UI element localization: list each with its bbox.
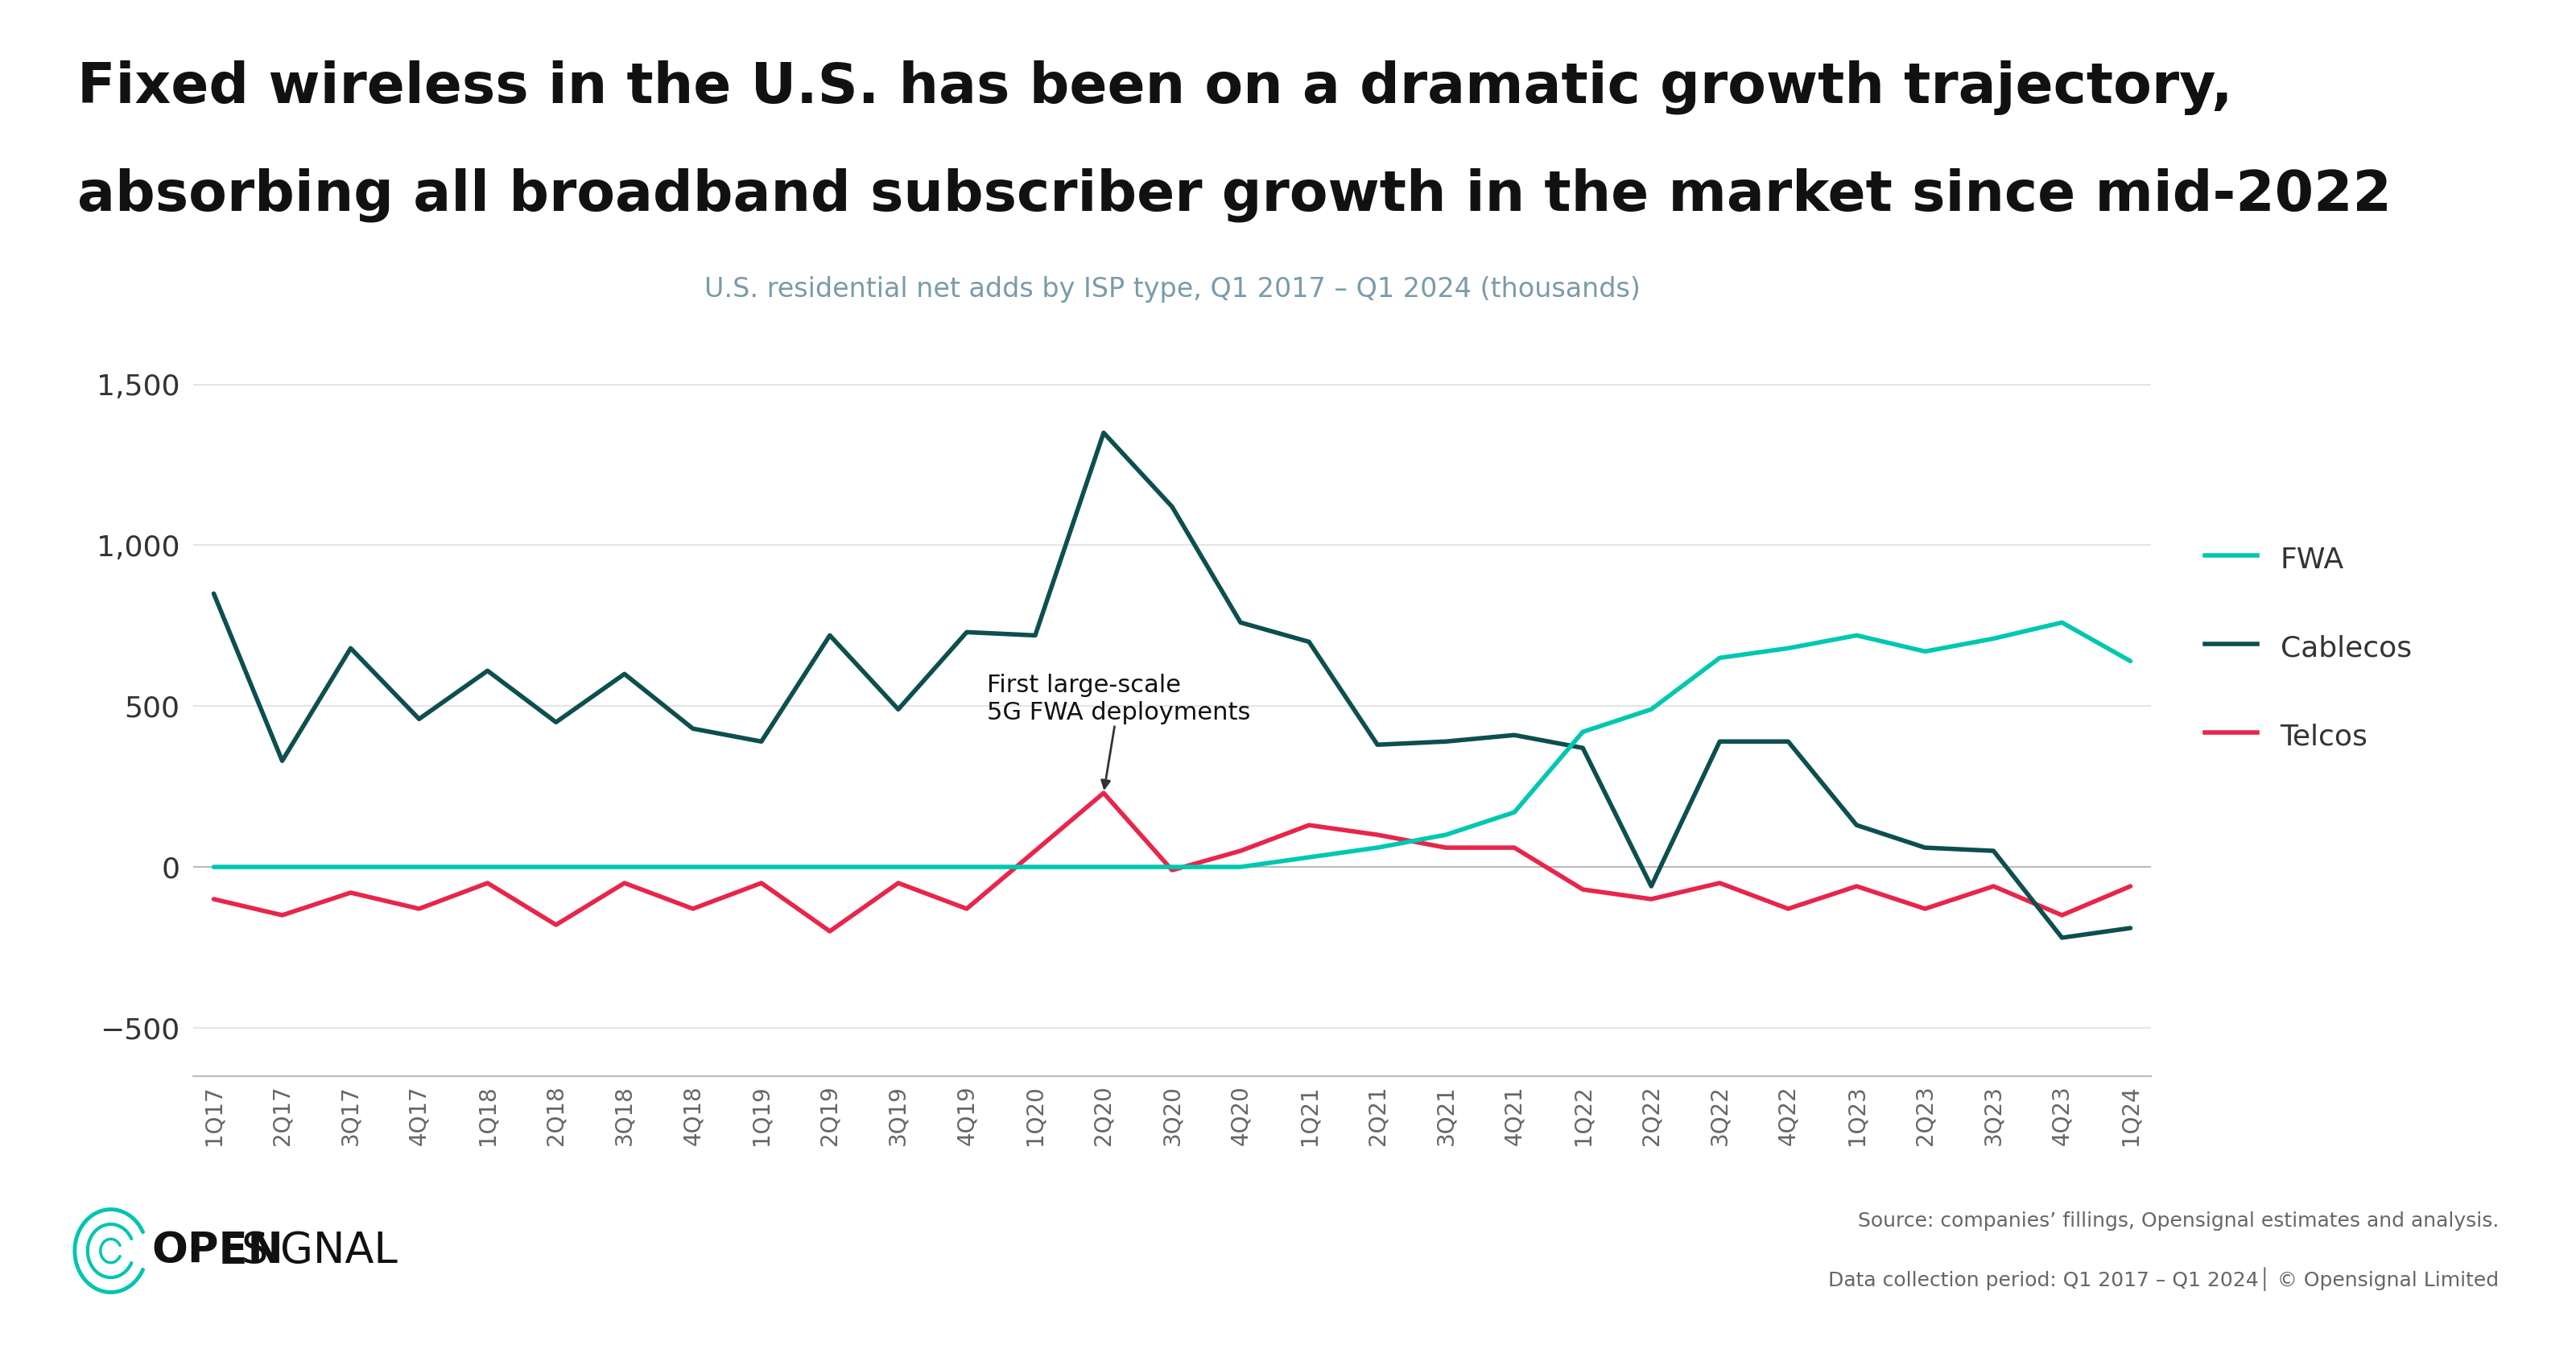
Text: Source: companies’ fillings, Opensignal estimates and analysis.: Source: companies’ fillings, Opensignal … — [1857, 1212, 2499, 1231]
Text: First large-scale
5G FWA deployments: First large-scale 5G FWA deployments — [987, 674, 1252, 788]
Text: SIGNAL: SIGNAL — [240, 1229, 397, 1272]
Text: U.S. residential net adds by ISP type, Q1 2017 – Q1 2024 (thousands): U.S. residential net adds by ISP type, Q… — [703, 276, 1641, 303]
Text: Data collection period: Q1 2017 – Q1 2024│ © Opensignal Limited: Data collection period: Q1 2017 – Q1 202… — [1829, 1267, 2499, 1291]
Text: Fixed wireless in the U.S. has been on a dramatic growth trajectory,: Fixed wireless in the U.S. has been on a… — [77, 61, 2233, 116]
Legend: FWA, Cablecos, Telcos: FWA, Cablecos, Telcos — [2205, 543, 2411, 751]
Text: OPEN: OPEN — [152, 1229, 283, 1272]
Text: absorbing all broadband subscriber growth in the market since mid-2022: absorbing all broadband subscriber growt… — [77, 168, 2391, 222]
